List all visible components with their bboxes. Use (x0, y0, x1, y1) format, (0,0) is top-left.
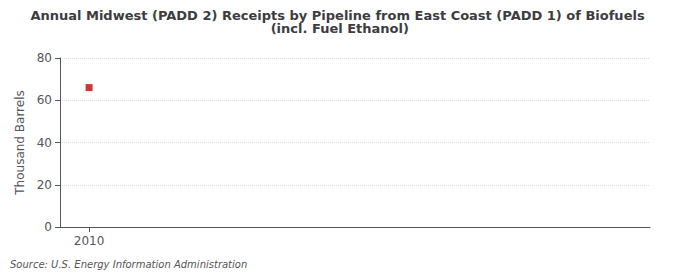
svg-text:Thousand Barrels: Thousand Barrels (13, 90, 27, 195)
svg-text:80: 80 (37, 51, 52, 65)
svg-text:Annual Midwest (PADD 2) Receip: Annual Midwest (PADD 2) Receipts by Pipe… (30, 8, 645, 23)
svg-text:60: 60 (37, 93, 52, 107)
svg-text:40: 40 (37, 136, 52, 150)
svg-text:(incl. Fuel Ethanol): (incl. Fuel Ethanol) (266, 21, 409, 36)
svg-text:Source: U.S. Energy Informatio: Source: U.S. Energy Information Administ… (10, 259, 247, 270)
svg-text:20: 20 (37, 178, 52, 192)
svg-text:2010: 2010 (74, 234, 105, 248)
svg-text:0: 0 (44, 220, 52, 234)
